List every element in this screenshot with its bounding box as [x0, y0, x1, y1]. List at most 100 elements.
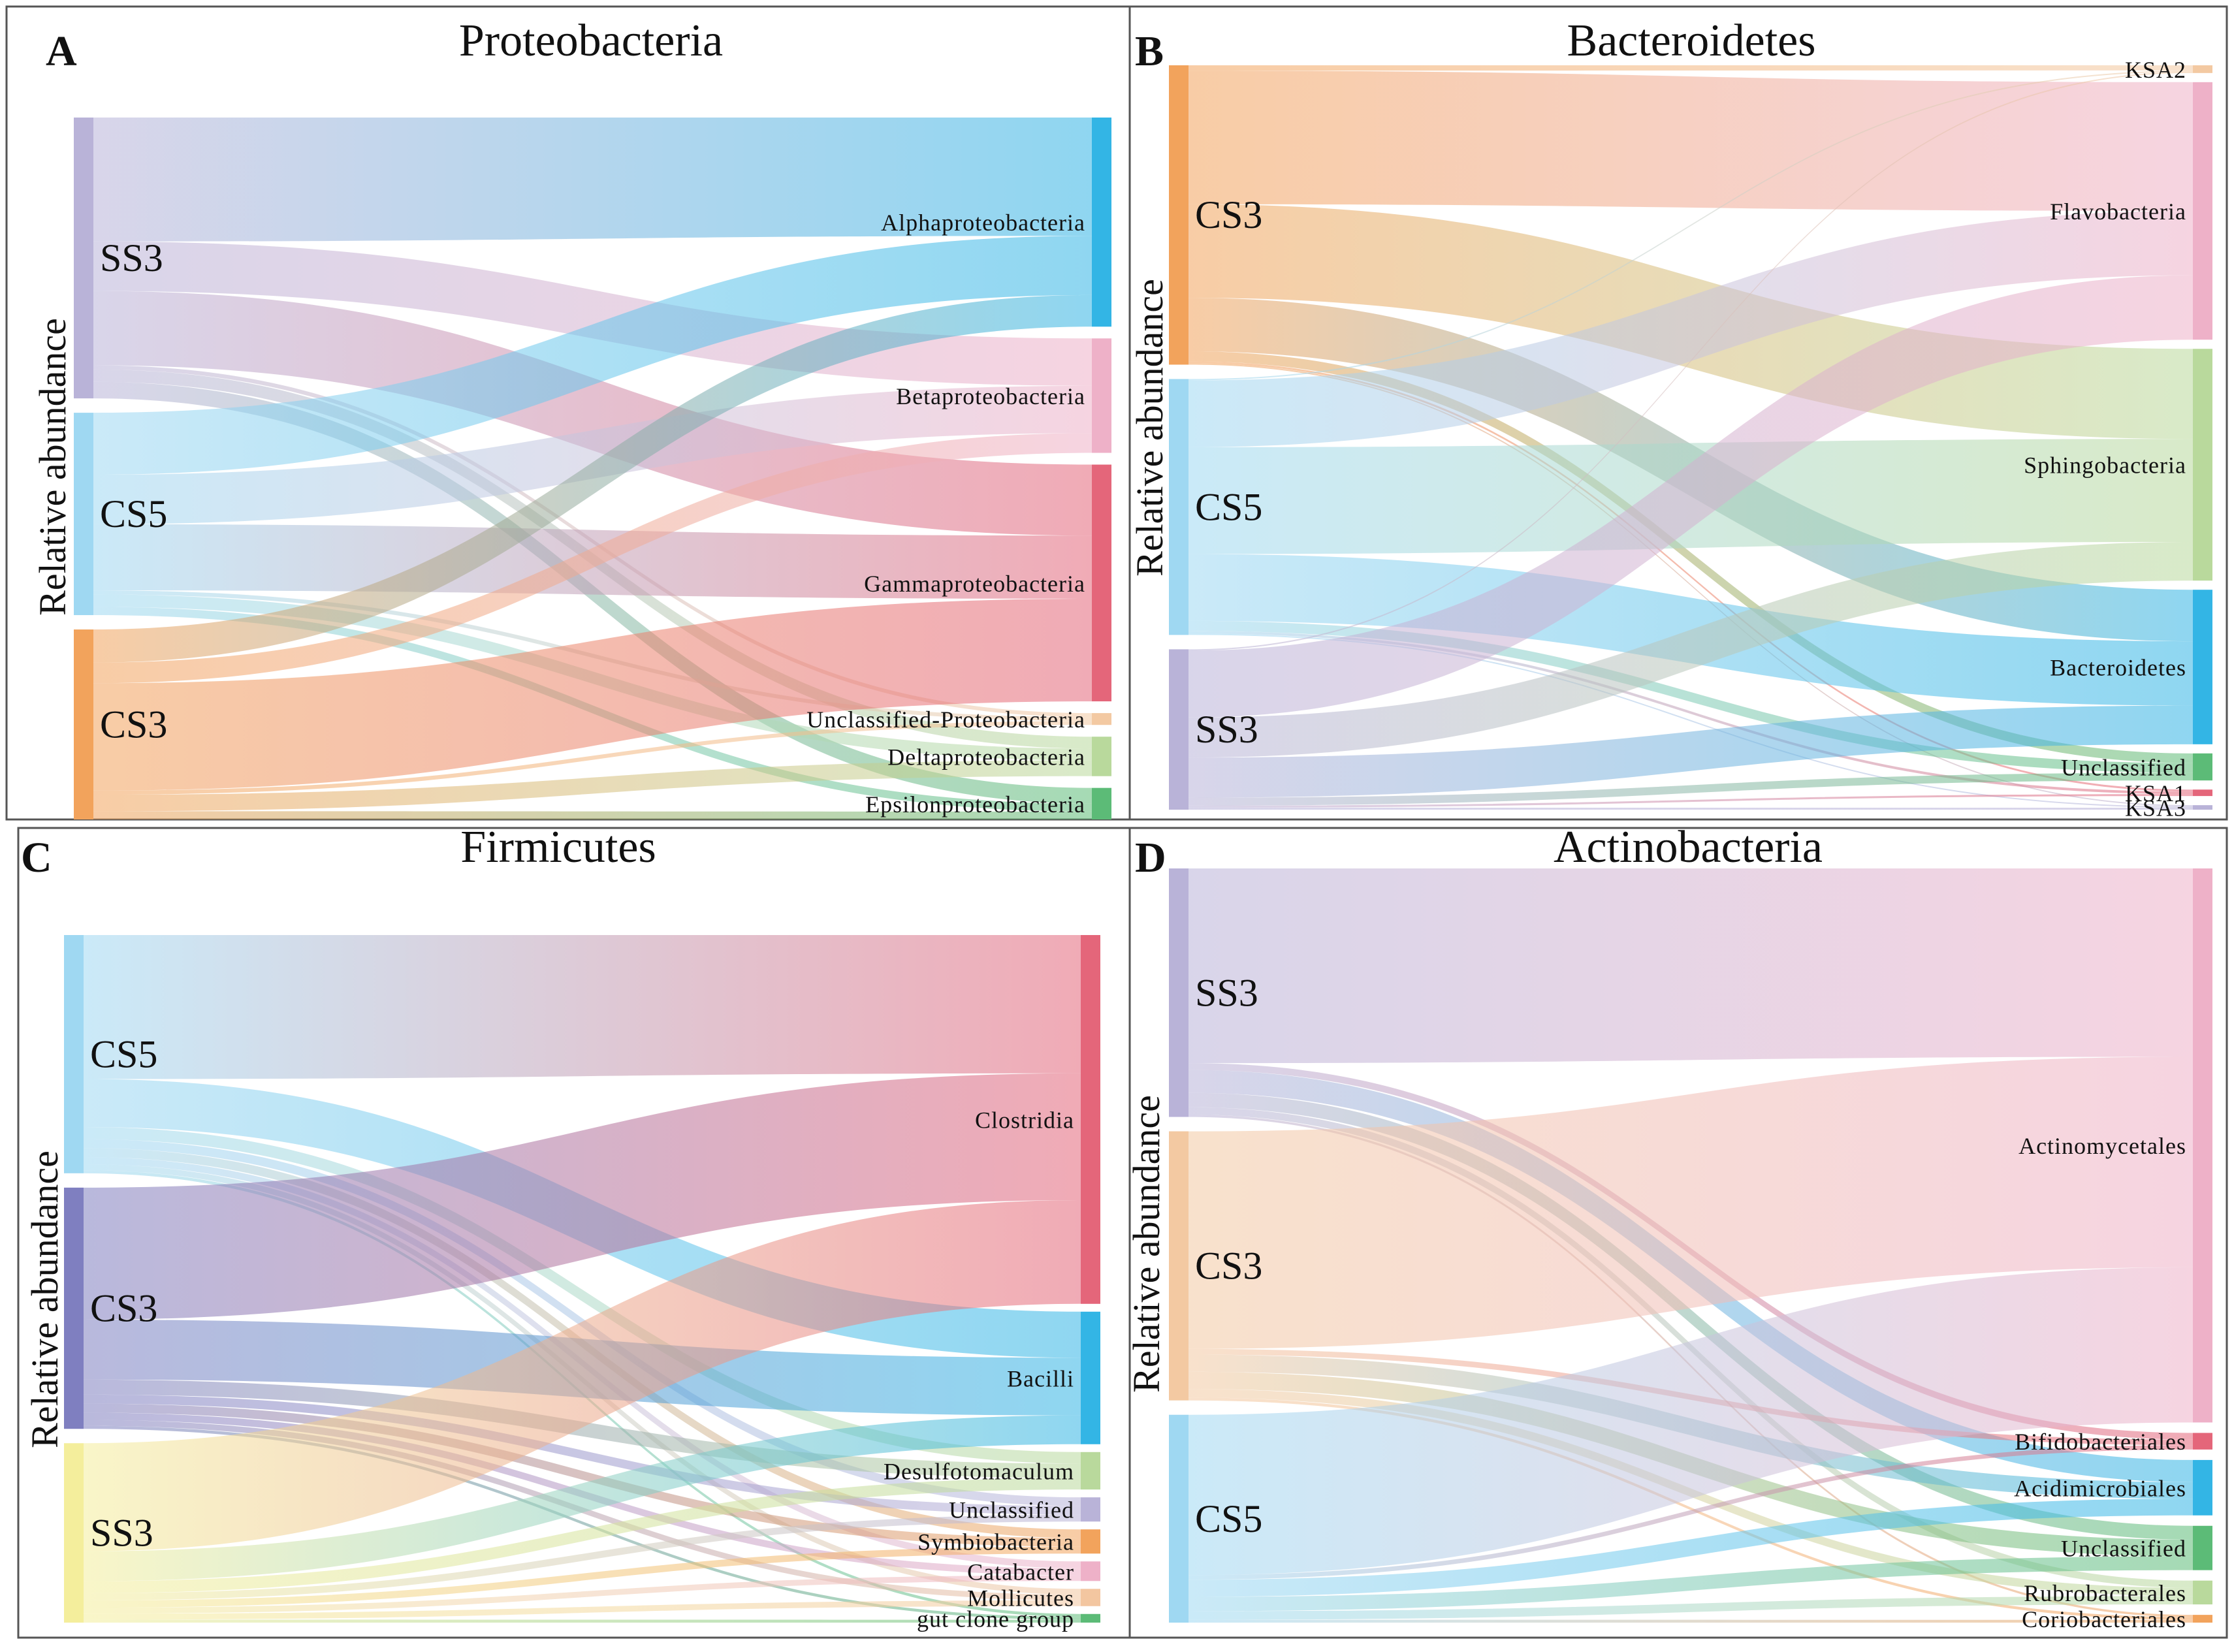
flow-cs5-to-unclassified — [1189, 1556, 2193, 1612]
flow-cs3-to-unclassified — [84, 1394, 1081, 1515]
flow-ss3-to-flavobacteria — [1189, 275, 2193, 718]
flow-cs3-to-ksa3 — [1189, 363, 2193, 807]
flow-cs3-to-deltaproteobacteria — [93, 760, 1092, 812]
flow-ss3-to-ksa2 — [1189, 71, 2193, 651]
node-group: SS3 CS5 CS3 Alphaproteobacteria Betaproteoba… — [74, 118, 1111, 819]
target-node — [1081, 1311, 1100, 1444]
panel-b: B Bacteroidetes Relative abundance CS3CS… — [1128, 16, 2212, 821]
node-group: CS3 CS5 SS3 KSA2 Flavobacteria Sphingobacteri… — [1169, 57, 2212, 821]
flow-cs5-to-rubrobacterales — [1189, 1596, 2193, 1620]
flow-cs5-to-desulfotomaculum — [84, 1127, 1081, 1464]
flow-ss3-to-ksa3 — [1189, 807, 2193, 810]
target-node — [2193, 868, 2212, 1423]
target-node — [2193, 789, 2212, 797]
flow-cs5-to-ksa3 — [1189, 633, 2193, 808]
target-label: Sphingobacteria — [2024, 453, 2186, 479]
target-node — [1092, 464, 1111, 702]
target-label: KSA2 — [2125, 57, 2186, 83]
source-label: SS3 — [100, 236, 163, 279]
flow-cs5-to-clostridia — [84, 935, 1081, 1079]
target-label: Deltaproteobacteria — [887, 744, 1085, 770]
target-label: Desulfotomaculum — [884, 1458, 1074, 1484]
target-label: Actinomycetales — [2019, 1133, 2186, 1159]
target-node — [2193, 1615, 2212, 1623]
target-node — [1081, 1589, 1100, 1606]
source-node — [74, 118, 93, 399]
y-axis-label: Relative abundance — [1128, 279, 1171, 577]
panel-d-frame — [1128, 827, 2228, 1639]
target-node — [1081, 1452, 1100, 1490]
target-node — [2193, 753, 2212, 781]
flow-ss3-to-symbiobacteria — [84, 1546, 1081, 1608]
panel-title: Bacteroidetes — [1567, 16, 1816, 66]
flow-ss3-to-clostridia — [84, 1199, 1081, 1551]
flow-ss3-to-unclassified — [84, 1514, 1081, 1600]
panel-title: Proteobacteria — [459, 16, 723, 66]
node-group: SS3 CS3 CS5 Actinomycetales Bifidobacteriale… — [1169, 868, 2212, 1632]
y-axis-label: Relative abundance — [31, 318, 74, 616]
flow-cs5-to-actinomycetales — [1189, 1267, 2193, 1576]
target-node — [1081, 1613, 1100, 1623]
target-label: Bifidobacteriales — [2015, 1429, 2186, 1455]
node-group: CS5 CS3 SS3 Clostridia Bacilli Desulfotomacul… — [64, 935, 1100, 1632]
source-node — [64, 1443, 84, 1623]
flow-cs3-to-ksa1 — [1189, 361, 2193, 792]
target-node — [1092, 338, 1111, 453]
flow-ss3-to-gut-clone-group — [84, 1619, 1081, 1623]
target-label: Unclassified-Proteobacteria — [806, 707, 1085, 733]
target-node — [2193, 65, 2212, 73]
flow-cs3-to-alphaproteobacteria — [93, 294, 1092, 663]
flow-ss3-to-ksa1 — [1189, 794, 2193, 808]
source-node — [64, 935, 84, 1173]
target-label: Gammaproteobacteria — [864, 571, 1085, 597]
target-label: gut clone group — [917, 1606, 1074, 1632]
source-node — [74, 413, 93, 616]
flow-cs3-to-betaproteobacteria — [93, 433, 1092, 684]
target-label: Alphaproteobacteria — [881, 210, 1085, 236]
y-axis-label: Relative abundance — [1125, 1095, 1168, 1393]
flow-cs3-to-desulfotomaculum — [84, 1379, 1081, 1478]
panel-letter: A — [46, 27, 77, 75]
target-label: Bacteroidetes — [2050, 655, 2186, 681]
flow-cs5-to-bifidobacteriales — [1189, 1445, 2193, 1580]
y-axis-label: Relative abundance — [24, 1151, 66, 1448]
flow-ss3-to-unclassified — [1189, 772, 2193, 806]
target-node — [2193, 1580, 2212, 1605]
panel-letter: D — [1135, 834, 1166, 882]
panel-letter: C — [21, 834, 52, 882]
target-node — [1092, 118, 1111, 327]
target-label: Mollicutes — [967, 1585, 1074, 1612]
flow-ss3-to-unclassified — [1189, 1092, 2193, 1540]
target-node — [1081, 1561, 1100, 1581]
target-node — [1081, 935, 1100, 1304]
flow-cs5-to-flavobacteria — [1189, 211, 2193, 447]
source-label: SS3 — [1195, 708, 1258, 751]
flow-cs3-to-gut-clone-group — [84, 1425, 1081, 1620]
source-node — [64, 1187, 84, 1429]
flow-group — [84, 935, 1081, 1623]
source-label: CS3 — [1195, 1245, 1262, 1288]
target-label: Unclassified — [2061, 755, 2186, 781]
flow-ss3-to-mollicutes — [84, 1600, 1081, 1620]
target-node — [2193, 805, 2212, 810]
source-node — [1169, 1414, 1189, 1623]
flow-cs3-to-actinomycetales — [1189, 1056, 2193, 1349]
source-label: CS3 — [1195, 193, 1262, 236]
flow-cs3-to-flavobacteria — [1189, 71, 2193, 212]
panel-title: Actinobacteria — [1554, 822, 1823, 872]
source-node — [1169, 379, 1189, 635]
target-label: KSA3 — [2125, 795, 2186, 821]
flow-cs3-to-coriobacteriales — [1189, 1397, 2193, 1620]
source-label: CS5 — [1195, 1497, 1262, 1540]
flow-ss3-to-bacilli — [84, 1415, 1081, 1581]
target-node — [2193, 590, 2212, 744]
flow-cs5-to-coriobacteriales — [1189, 1619, 2193, 1623]
panel-b-frame — [1128, 5, 2228, 821]
flow-group — [1189, 868, 2193, 1623]
source-label: SS3 — [1195, 971, 1258, 1014]
target-label: Unclassified — [949, 1497, 1074, 1523]
target-label: Symbiobacteria — [918, 1529, 1074, 1555]
target-node — [2193, 349, 2212, 581]
flow-cs3-to-epsilonproteobacteria — [93, 811, 1092, 819]
